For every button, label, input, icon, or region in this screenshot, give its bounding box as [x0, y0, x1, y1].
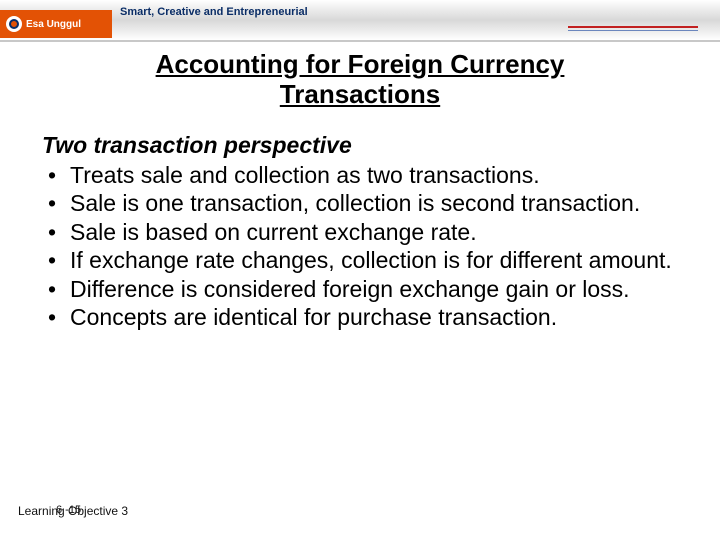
- slide-body: Two transaction perspective Treats sale …: [0, 110, 720, 332]
- list-item: Difference is considered foreign exchang…: [42, 275, 678, 304]
- rule-red: [568, 26, 698, 28]
- logo-icon: [6, 16, 22, 32]
- header-bar: Esa Unggul Smart, Creative and Entrepren…: [0, 0, 720, 42]
- list-item: If exchange rate changes, collection is …: [42, 246, 678, 275]
- logo-text: Esa Unggul: [26, 19, 81, 30]
- slide-title: Accounting for Foreign Currency Transact…: [0, 50, 720, 110]
- tagline: Smart, Creative and Entrepreneurial: [120, 6, 308, 18]
- list-item: Sale is based on current exchange rate.: [42, 218, 678, 247]
- slide-number: 6 -15: [56, 504, 81, 516]
- list-item: Treats sale and collection as two transa…: [42, 161, 678, 190]
- bullet-list: Treats sale and collection as two transa…: [42, 161, 678, 332]
- title-line-2: Transactions: [280, 79, 440, 109]
- header-rules: [568, 26, 698, 31]
- footer: Learning Objective 3 6 -15: [18, 502, 128, 520]
- rule-blue: [568, 30, 698, 31]
- subtitle: Two transaction perspective: [42, 132, 678, 159]
- title-line-1: Accounting for Foreign Currency: [156, 49, 565, 79]
- list-item: Sale is one transaction, collection is s…: [42, 189, 678, 218]
- logo-block: Esa Unggul: [0, 10, 112, 38]
- list-item: Concepts are identical for purchase tran…: [42, 303, 678, 332]
